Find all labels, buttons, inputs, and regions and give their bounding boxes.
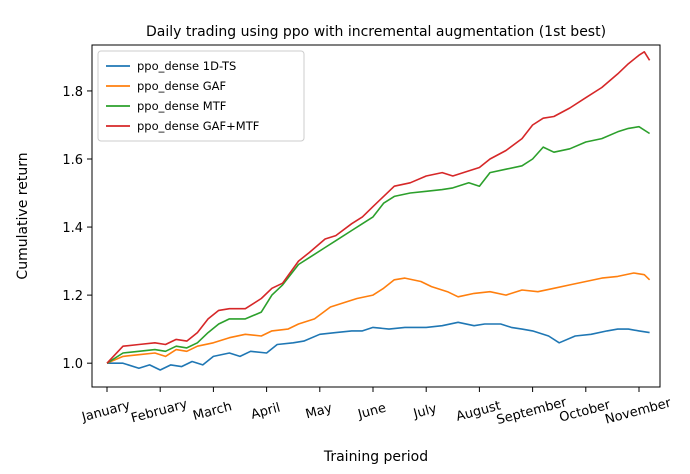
legend-label: ppo_dense GAF: [137, 79, 226, 93]
legend-label: ppo_dense GAF+MTF: [137, 119, 259, 133]
x-tick-label: July: [411, 401, 439, 422]
y-tick-label: 1.8: [62, 85, 83, 100]
series-line-2: [106, 272, 651, 364]
x-tick-label: January: [79, 398, 132, 426]
series-line-4: [106, 51, 651, 364]
x-tick-label: February: [130, 397, 190, 426]
x-tick-label: March: [191, 399, 233, 424]
series-line-1: [107, 321, 650, 371]
y-tick-label: 1.0: [62, 357, 83, 372]
x-axis-label: Training period: [323, 449, 428, 465]
legend-label: ppo_dense MTF: [137, 99, 226, 113]
chart-title: Daily trading using ppo with incremental…: [146, 24, 606, 40]
legend-box: [97, 50, 305, 142]
x-tick-label: June: [356, 401, 388, 423]
x-tick-label: May: [304, 401, 334, 423]
axes-frame: [91, 44, 661, 388]
plot-lines: [106, 51, 651, 371]
y-tick-label: 1.6: [62, 153, 83, 168]
y-axis-label: Cumulative return: [15, 152, 31, 279]
legend-label: ppo_dense 1D-TS: [137, 59, 236, 73]
y-tick-label: 1.2: [62, 289, 83, 304]
y-axis-ticks: 1.0 1.2 1.4 1.6 1.8: [62, 85, 92, 372]
x-tick-label: August: [455, 398, 503, 424]
series-line-3: [106, 125, 651, 364]
legend: ppo_dense 1D-TS ppo_dense GAF ppo_dense MT…: [97, 50, 305, 142]
x-tick-label: November: [603, 395, 673, 427]
x-tick-label: April: [249, 401, 282, 423]
y-tick-label: 1.4: [62, 221, 83, 236]
